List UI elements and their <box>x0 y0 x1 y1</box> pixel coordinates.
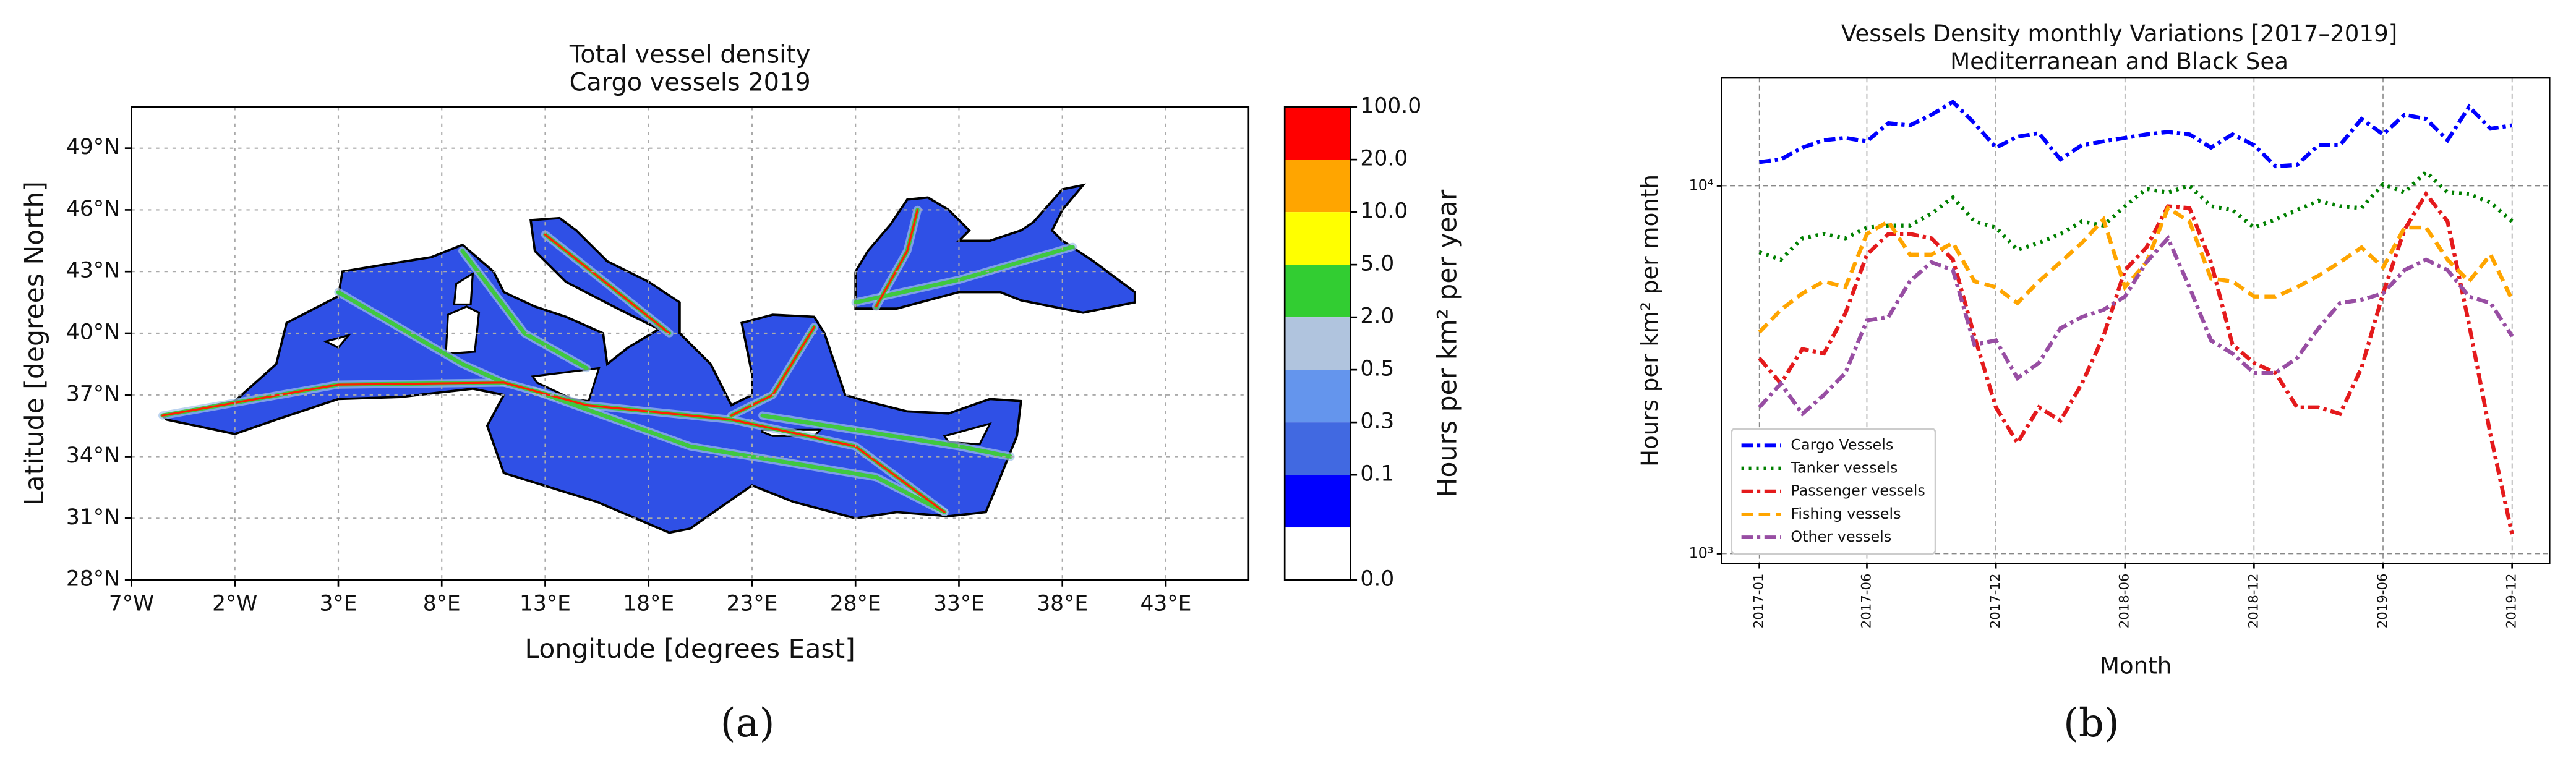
series-line <box>1758 234 2514 417</box>
colorbar-segment <box>1285 527 1351 581</box>
series-line <box>1759 99 2513 169</box>
island <box>445 305 481 355</box>
series-line <box>1758 205 2514 334</box>
island <box>943 422 992 446</box>
island <box>323 333 352 349</box>
x-tick-label: 23°E <box>726 591 777 616</box>
x-tick-label: 2019-06 <box>2375 574 2390 629</box>
series-line <box>1758 169 2514 262</box>
colorbar-tick-label: 0.0 <box>1360 567 1394 592</box>
sea <box>854 183 1136 314</box>
map-title: Total vessel density <box>569 40 811 69</box>
y-tick-label: 49°N <box>66 135 120 160</box>
y-tick-label: 37°N <box>66 381 120 406</box>
x-tick-label: 2017-06 <box>1859 574 1874 629</box>
panel-label: (a) <box>721 700 775 746</box>
colorbar-segment <box>1285 422 1351 475</box>
map-frame <box>131 106 1250 581</box>
colorbar-segment <box>1285 317 1351 370</box>
colorbar-tick-label: 0.1 <box>1360 462 1394 487</box>
colorbar-tick-label: 10.0 <box>1360 199 1408 224</box>
y-tick-label: 10⁴ <box>1688 177 1713 194</box>
shipping-lane <box>336 290 506 385</box>
x-tick-label: 2018-06 <box>2117 573 2133 628</box>
x-tick-label: 3°E <box>319 591 357 616</box>
legend-label: Passenger vessels <box>1791 482 1925 500</box>
island <box>453 271 474 306</box>
colorbar-tick-label: 5.0 <box>1360 252 1394 276</box>
x-tick-label: 33°E <box>933 591 985 616</box>
plot-frame <box>1721 77 2551 564</box>
y-tick-label: 46°N <box>66 197 120 221</box>
colorbar-label: Hours per km² per year <box>1432 189 1463 497</box>
line-y-label: Hours per km² per month <box>1636 174 1663 467</box>
x-tick-label: 2°W <box>212 591 257 616</box>
x-tick-label: 2018-12 <box>2246 574 2261 629</box>
y-tick-label: 10³ <box>1688 545 1713 562</box>
colorbar-tick-label: 20.0 <box>1360 147 1408 171</box>
legend-label: Fishing vessels <box>1791 505 1901 522</box>
colorbar-segment <box>1285 265 1351 318</box>
line-x-label: Month <box>2100 652 2172 679</box>
colorbar-segment <box>1285 160 1351 213</box>
shipping-lane <box>460 249 589 370</box>
y-tick-label: 40°N <box>66 320 120 344</box>
colorbar-tick-label: 0.5 <box>1360 357 1394 381</box>
map-subtitle: Cargo vessels 2019 <box>570 68 811 96</box>
legend-label: Other vessels <box>1791 528 1891 545</box>
line-title: Vessels Density monthly Variations [2017… <box>1841 20 2397 47</box>
shipping-lane <box>533 388 947 514</box>
colorbar-frame <box>1283 106 1351 581</box>
shipping-lane <box>875 208 919 308</box>
y-tick-label: 34°N <box>66 443 120 468</box>
x-tick-label: 43°E <box>1140 591 1191 616</box>
colorbar-tick-label: 2.0 <box>1360 304 1394 329</box>
map-x-label: Longitude [degrees East] <box>524 634 855 665</box>
colorbar-tick-label: 0.3 <box>1360 409 1394 434</box>
shipping-lane <box>544 233 670 334</box>
legend-label: Cargo Vessels <box>1791 436 1893 453</box>
x-tick-label: 7°W <box>109 591 154 616</box>
panel-label: (b) <box>2063 700 2120 746</box>
map-area <box>131 107 1249 581</box>
x-tick-label: 2017-12 <box>1988 573 2003 628</box>
plot-area <box>1758 99 2514 535</box>
y-tick-label: 31°N <box>66 505 120 530</box>
map-y-label: Latitude [degrees North] <box>20 181 50 506</box>
legend-label: Tanker vessels <box>1790 459 1898 477</box>
colorbar-segment <box>1285 107 1351 160</box>
x-tick-label: 8°E <box>423 591 461 616</box>
legend-box <box>1731 428 1936 555</box>
x-tick-label: 13°E <box>520 591 571 616</box>
x-tick-label: 28°E <box>830 591 881 616</box>
colorbar-segment <box>1285 212 1351 265</box>
colorbar-segment <box>1285 475 1351 528</box>
x-tick-label: 18°E <box>623 591 674 616</box>
x-tick-label: 2019-12 <box>2504 573 2520 628</box>
colorbar-segment <box>1285 370 1351 423</box>
x-tick-label: 38°E <box>1037 591 1088 616</box>
x-tick-label: 2017-01 <box>1752 573 1767 628</box>
colorbar-tick-label: 100.0 <box>1360 94 1421 119</box>
y-tick-label: 43°N <box>66 258 120 283</box>
y-tick-label: 28°N <box>66 567 120 592</box>
line-subtitle: Mediterranean and Black Sea <box>1950 48 2288 75</box>
